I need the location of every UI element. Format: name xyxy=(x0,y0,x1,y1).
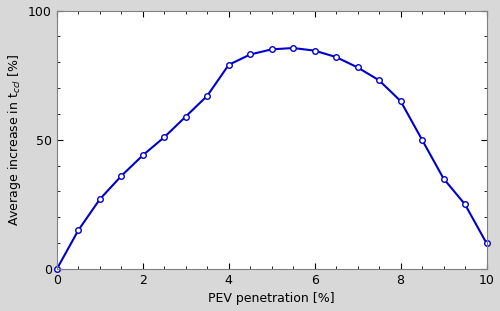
Y-axis label: Average increase in t$_{ccl}$ [%]: Average increase in t$_{ccl}$ [%] xyxy=(6,53,22,226)
X-axis label: PEV penetration [%]: PEV penetration [%] xyxy=(208,292,335,305)
